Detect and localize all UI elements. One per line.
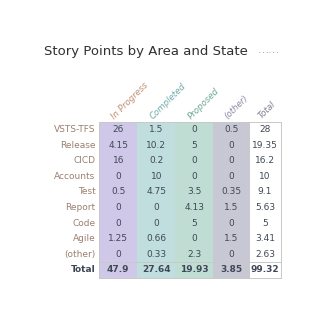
Text: 1.5: 1.5 (224, 234, 238, 243)
Text: 27.64: 27.64 (142, 265, 170, 274)
Text: 3.5: 3.5 (187, 187, 202, 197)
Text: 2.63: 2.63 (255, 250, 275, 259)
Text: 0: 0 (228, 172, 234, 181)
Text: 3.41: 3.41 (255, 234, 275, 243)
Text: 26: 26 (112, 125, 124, 134)
Text: 0: 0 (115, 219, 121, 228)
Text: 0: 0 (115, 172, 121, 181)
Text: CICD: CICD (73, 156, 95, 165)
Text: 4.13: 4.13 (184, 203, 204, 212)
Text: 99.32: 99.32 (251, 265, 279, 274)
Text: 0.5: 0.5 (111, 187, 125, 197)
Text: 0: 0 (192, 125, 197, 134)
Text: Test: Test (78, 187, 95, 197)
Text: 0: 0 (153, 203, 159, 212)
Text: 16: 16 (112, 156, 124, 165)
Text: 28: 28 (259, 125, 271, 134)
Text: 0: 0 (228, 219, 234, 228)
Text: Code: Code (72, 219, 95, 228)
Text: 0.5: 0.5 (224, 125, 238, 134)
Text: 5: 5 (262, 219, 268, 228)
Text: 5: 5 (192, 141, 197, 150)
Text: 0: 0 (192, 156, 197, 165)
Text: 0: 0 (228, 250, 234, 259)
Text: 19.93: 19.93 (180, 265, 209, 274)
Text: 0: 0 (115, 203, 121, 212)
Text: 47.9: 47.9 (107, 265, 129, 274)
Text: 0: 0 (192, 172, 197, 181)
Text: 10.2: 10.2 (146, 141, 166, 150)
Text: 1.5: 1.5 (224, 203, 238, 212)
Text: 0.35: 0.35 (221, 187, 241, 197)
Text: In Progress: In Progress (110, 80, 150, 121)
Text: 3.85: 3.85 (220, 265, 242, 274)
Text: 0.2: 0.2 (149, 156, 163, 165)
Text: 5: 5 (192, 219, 197, 228)
Text: VSTS-TFS: VSTS-TFS (54, 125, 95, 134)
Text: 5.63: 5.63 (255, 203, 275, 212)
Text: Proposed: Proposed (186, 86, 221, 121)
Text: 0.33: 0.33 (146, 250, 166, 259)
Text: Agile: Agile (73, 234, 95, 243)
Text: 0: 0 (115, 250, 121, 259)
Text: 16.2: 16.2 (255, 156, 275, 165)
Text: 19.35: 19.35 (252, 141, 278, 150)
Text: (other): (other) (223, 93, 250, 121)
Text: Report: Report (66, 203, 95, 212)
Text: 0.66: 0.66 (146, 234, 166, 243)
Text: 10: 10 (151, 172, 162, 181)
Text: Total: Total (257, 100, 278, 121)
Text: 9.1: 9.1 (258, 187, 272, 197)
Text: 4.75: 4.75 (146, 187, 166, 197)
Text: ……: …… (258, 45, 280, 55)
Text: 4.15: 4.15 (108, 141, 128, 150)
Text: 0: 0 (228, 156, 234, 165)
Text: 0: 0 (192, 234, 197, 243)
Text: Accounts: Accounts (54, 172, 95, 181)
Text: Total: Total (71, 265, 95, 274)
Text: 0: 0 (228, 141, 234, 150)
Text: Story Points by Area and State: Story Points by Area and State (44, 45, 248, 58)
Text: 10: 10 (259, 172, 271, 181)
Text: Completed: Completed (148, 81, 187, 121)
Text: 1.25: 1.25 (108, 234, 128, 243)
Text: Release: Release (60, 141, 95, 150)
Text: (other): (other) (64, 250, 95, 259)
Text: 0: 0 (153, 219, 159, 228)
Text: 1.5: 1.5 (149, 125, 163, 134)
Text: 2.3: 2.3 (187, 250, 201, 259)
